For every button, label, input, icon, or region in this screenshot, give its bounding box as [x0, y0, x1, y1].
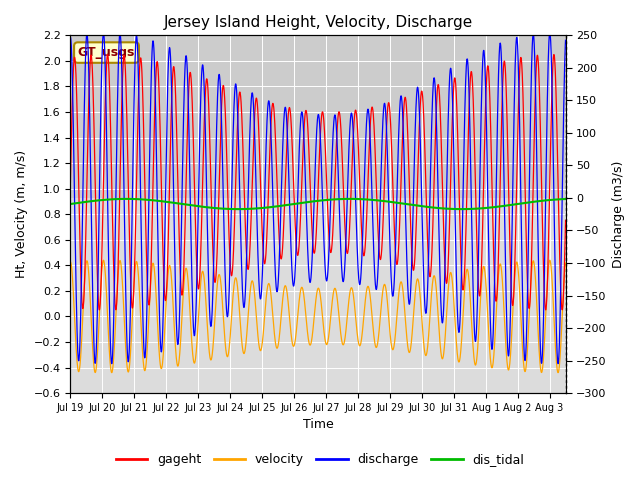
Y-axis label: Ht, Velocity (m, m/s): Ht, Velocity (m, m/s): [15, 150, 28, 278]
Title: Jersey Island Height, Velocity, Discharge: Jersey Island Height, Velocity, Discharg…: [163, 15, 472, 30]
Legend: gageht, velocity, discharge, dis_tidal: gageht, velocity, discharge, dis_tidal: [111, 448, 529, 471]
Bar: [70, 36, 566, 198]
X-axis label: Time: Time: [303, 419, 333, 432]
Y-axis label: Discharge (m3/s): Discharge (m3/s): [612, 160, 625, 268]
Text: GT_usgs: GT_usgs: [78, 46, 135, 59]
